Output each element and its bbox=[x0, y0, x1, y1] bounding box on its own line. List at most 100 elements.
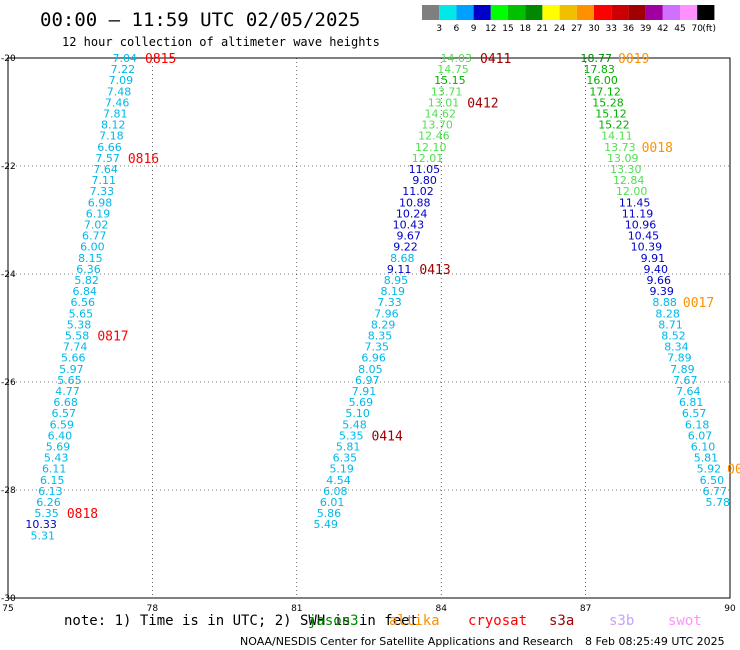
wave-height-value: 10.24 bbox=[396, 207, 428, 220]
wave-height-value: 5.97 bbox=[59, 363, 84, 376]
wave-height-value: 12.01 bbox=[412, 152, 444, 165]
wave-height-value: 7.91 bbox=[352, 385, 377, 398]
x-tick-label: 90 bbox=[724, 604, 736, 614]
wave-height-value: 6.97 bbox=[355, 374, 380, 387]
colorbar-swatch bbox=[662, 5, 680, 20]
wave-height-value: 6.11 bbox=[42, 463, 67, 476]
track-1: 7.047.227.097.487.467.818.127.186.667.57… bbox=[25, 52, 176, 542]
time-label: 0018 bbox=[642, 141, 673, 156]
wave-height-value: 5.31 bbox=[31, 529, 56, 542]
wave-height-value: 6.77 bbox=[82, 230, 107, 243]
colorbar-swatch bbox=[508, 5, 526, 20]
wave-height-value: 4.77 bbox=[55, 385, 80, 398]
wave-height-value: 13.70 bbox=[421, 119, 453, 132]
wave-height-value: 7.04 bbox=[113, 52, 138, 65]
legend-altika: altika bbox=[389, 613, 440, 629]
wave-height-value: 11.19 bbox=[622, 207, 654, 220]
wave-height-value: 5.35 bbox=[34, 507, 59, 520]
legend-jason3: jason3 bbox=[308, 613, 359, 629]
colorbar-tick-label: 33 bbox=[605, 24, 616, 34]
wave-height-value: 7.46 bbox=[105, 96, 130, 109]
colorbar-tick-label: 9 bbox=[471, 24, 477, 34]
colorbar-swatch bbox=[490, 5, 508, 20]
wave-height-value: 14.11 bbox=[601, 130, 633, 143]
wave-height-value: 9.40 bbox=[644, 263, 669, 276]
colorbar-swatch bbox=[542, 5, 560, 20]
wave-height-value: 5.78 bbox=[706, 496, 731, 509]
colorbar-tick-label: 18 bbox=[519, 24, 531, 34]
wave-height-value: 6.26 bbox=[36, 496, 61, 509]
colorbar-swatch bbox=[456, 5, 474, 20]
wave-height-value: 7.96 bbox=[374, 307, 399, 320]
wave-height-value: 15.28 bbox=[592, 96, 624, 109]
colorbar-swatch bbox=[473, 5, 491, 20]
colorbar-tick-label: 30 bbox=[588, 24, 600, 34]
wave-height-value: 5.58 bbox=[65, 330, 90, 343]
wave-height-value: 5.92 bbox=[697, 463, 722, 476]
wave-height-value: 12.00 bbox=[616, 185, 648, 198]
wave-height-value: 5.81 bbox=[694, 452, 719, 465]
wave-height-value: 17.12 bbox=[589, 85, 621, 98]
wave-height-value: 10.39 bbox=[631, 241, 663, 254]
colorbar-tick-label: 42 bbox=[657, 24, 668, 34]
wave-height-value: 8.29 bbox=[371, 318, 396, 331]
wave-height-value: 7.57 bbox=[95, 152, 120, 165]
colorbar-tick-label: 27 bbox=[571, 24, 582, 34]
wave-height-value: 13.73 bbox=[604, 141, 636, 154]
wave-height-value: 5.69 bbox=[349, 396, 374, 409]
time-label: 0817 bbox=[97, 330, 128, 345]
plot-area bbox=[7, 57, 731, 599]
chart-title: 00:00 – 11:59 UTC 02/05/2025 bbox=[40, 9, 360, 31]
wave-height-value: 7.11 bbox=[92, 174, 117, 187]
wave-height-value: 17.83 bbox=[583, 63, 615, 76]
wave-height-value: 5.69 bbox=[46, 441, 71, 454]
wave-height-value: 5.35 bbox=[339, 429, 364, 442]
wave-height-value: 14.03 bbox=[441, 52, 473, 65]
colorbar-swatch bbox=[439, 5, 457, 20]
wave-height-value: 7.64 bbox=[93, 163, 118, 176]
wave-height-value: 6.19 bbox=[86, 207, 111, 220]
x-tick-label: 81 bbox=[291, 604, 302, 614]
wave-height-value: 11.05 bbox=[409, 163, 441, 176]
satellite-legend: jason3 altika cryosat s3a s3b swot bbox=[308, 613, 702, 629]
legend-swot: swot bbox=[668, 613, 702, 629]
wave-height-value: 7.67 bbox=[673, 374, 698, 387]
colorbar-swatch bbox=[422, 5, 440, 20]
wave-height-value: 12.46 bbox=[418, 130, 450, 143]
axes: 75 78 81 84 87 90 -20 -22 -24 -26 -28 -30 bbox=[1, 54, 736, 614]
wave-height-value: 12.10 bbox=[415, 141, 447, 154]
wave-height-value: 11.45 bbox=[619, 196, 651, 209]
colorbar-tick-label: 70 bbox=[691, 24, 703, 34]
x-tick-label: 75 bbox=[2, 604, 13, 614]
wave-height-value: 6.40 bbox=[48, 429, 73, 442]
wave-height-value: 7.33 bbox=[90, 185, 115, 198]
y-tick-label: -26 bbox=[1, 378, 16, 388]
y-tick-label: -20 bbox=[1, 54, 16, 64]
y-tick-label: -22 bbox=[1, 162, 16, 172]
wave-height-value: 13.30 bbox=[610, 163, 642, 176]
satellite-tracks: 7.047.227.097.487.467.818.127.186.667.57… bbox=[25, 52, 740, 542]
colorbar-swatch bbox=[697, 5, 715, 20]
wave-height-value: 8.34 bbox=[664, 341, 689, 354]
wave-height-value: 6.81 bbox=[679, 396, 704, 409]
wave-height-value: 7.48 bbox=[107, 85, 132, 98]
wave-height-value: 10.96 bbox=[625, 219, 657, 232]
colorbar-unit: (ft) bbox=[702, 24, 716, 34]
track-2: 14.0314.7515.1513.7113.0114.6213.7012.46… bbox=[314, 52, 512, 531]
wave-height-value: 8.19 bbox=[381, 285, 406, 298]
colorbar-tick-label: 6 bbox=[454, 24, 460, 34]
track-3: 18.7717.8316.0017.1215.2815.1215.2214.11… bbox=[581, 52, 740, 509]
wave-height-value: 14.62 bbox=[425, 108, 457, 121]
wave-height-value: 8.15 bbox=[78, 252, 103, 265]
wave-height-value: 5.43 bbox=[44, 452, 69, 465]
wave-height-value: 6.59 bbox=[50, 418, 75, 431]
wave-height-value: 15.15 bbox=[434, 74, 466, 87]
wave-height-value: 16.00 bbox=[586, 74, 618, 87]
wave-height-value: 12.84 bbox=[613, 174, 645, 187]
y-tick-label: -30 bbox=[1, 594, 16, 604]
wave-height-value: 6.68 bbox=[53, 396, 78, 409]
wave-height-value: 7.35 bbox=[365, 341, 390, 354]
time-label: 0816 bbox=[128, 152, 159, 167]
wave-height-value: 9.11 bbox=[387, 263, 412, 276]
colorbar-swatch bbox=[645, 5, 663, 20]
